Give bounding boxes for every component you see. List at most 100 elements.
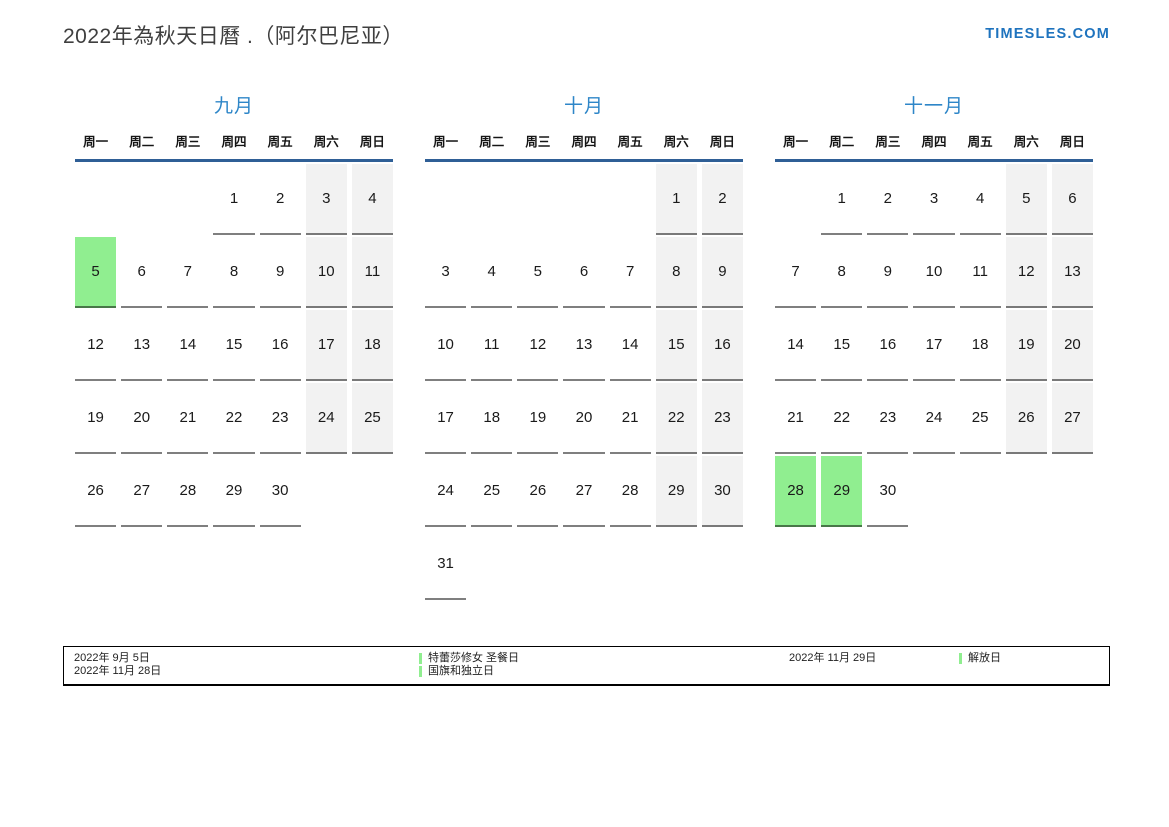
day-number: 8: [672, 263, 681, 280]
day-number: 14: [621, 336, 639, 353]
day-cell: 11: [471, 310, 513, 381]
day-number: 2: [718, 190, 727, 207]
empty-cell: [1006, 456, 1047, 527]
day-number: 25: [364, 409, 381, 426]
empty-cell: [563, 164, 604, 235]
day-number: 6: [1068, 190, 1077, 207]
day-number: 17: [317, 336, 335, 353]
day-cell: 26: [1005, 383, 1047, 454]
day-cell: 9: [701, 237, 743, 308]
empty-cell: [167, 164, 208, 235]
day-number: 16: [714, 336, 731, 353]
day-cell: 20: [1051, 310, 1093, 381]
empty-cell: [960, 456, 1001, 527]
month-rule: [425, 159, 743, 162]
day-number: 30: [879, 482, 897, 499]
weekday-label: 周三: [175, 135, 201, 149]
day-number: 19: [1017, 336, 1035, 353]
day-number: 11: [972, 263, 988, 280]
legend-holiday: 特蕾莎修女 圣餐日: [419, 652, 789, 665]
weekday-label: 周日: [1059, 135, 1085, 149]
day-cell: 1: [655, 164, 697, 235]
day-cell: 9: [867, 237, 909, 308]
day-number: 10: [437, 336, 454, 353]
weekday-label: 周一: [433, 135, 459, 149]
day-number: 5: [1022, 190, 1031, 207]
weekday-label: 周五: [267, 135, 293, 149]
day-number: 3: [929, 190, 939, 207]
empty-cell: [352, 456, 393, 527]
day-number: 9: [883, 263, 893, 280]
day-cell: 27: [1051, 383, 1093, 454]
weekday-label: 周五: [617, 135, 643, 149]
day-cell: 25: [959, 383, 1001, 454]
day-number: 26: [529, 482, 547, 499]
day-number: 2: [275, 190, 285, 207]
day-cell: 14: [775, 310, 817, 381]
legend-date: 2022年 9月 5日: [74, 652, 150, 664]
day-number: 3: [441, 263, 450, 280]
day-cell: 10: [305, 237, 347, 308]
day-number: 10: [925, 263, 943, 280]
day-cell: 19: [517, 383, 559, 454]
empty-cell: [306, 456, 347, 527]
day-cell: 2: [259, 164, 301, 235]
day-number: 15: [833, 336, 851, 353]
day-number: 20: [575, 409, 593, 426]
page-title: 2022年為秋天日曆 .（阿尔巴尼亚）: [63, 25, 404, 48]
empty-cell: [75, 164, 116, 235]
day-cell: 22: [821, 383, 863, 454]
day-number: 16: [271, 336, 289, 353]
month-november: 十一月 周一 周二 周三 周四 周五 周六 周日 1 2 3 4 5 6 7 8 9 10 11 12 13 14 15 16…: [775, 91, 1093, 527]
empty-cell: [471, 529, 512, 600]
day-cell: 5: [1005, 164, 1047, 235]
day-cell: 8: [821, 237, 863, 308]
day-number: 19: [87, 409, 104, 426]
day-cell: 13: [121, 310, 163, 381]
empty-cell: [913, 456, 954, 527]
day-number: 29: [667, 482, 685, 499]
day-cell: 20: [563, 383, 605, 454]
day-cell: 28: [775, 456, 817, 527]
day-cell: 3: [305, 164, 347, 235]
weekday-label: 周六: [313, 135, 339, 149]
empty-cell: [471, 164, 512, 235]
header: 2022年為秋天日曆 .（阿尔巴尼亚） TIMESLES.COM: [0, 0, 1169, 50]
day-number: 1: [672, 190, 681, 207]
month-october: 十月 周一 周二 周三 周四 周五 周六 周日 1 2 3 4 5 6 7 8 9 10 11 12 13 14 15 16 1…: [425, 91, 743, 600]
day-cell: 26: [517, 456, 559, 527]
site-logo[interactable]: TIMESLES.COM: [985, 26, 1110, 42]
day-cell: 16: [867, 310, 909, 381]
day-number: 14: [787, 336, 804, 353]
day-number: 21: [787, 409, 804, 426]
day-cell: 12: [517, 310, 559, 381]
month-title: 十月: [563, 96, 604, 117]
day-number: 20: [133, 409, 151, 426]
day-number: 28: [621, 482, 639, 499]
weekday-label: 周四: [921, 135, 947, 149]
day-number: 14: [179, 336, 197, 353]
day-cell: 4: [959, 164, 1001, 235]
weekday-header-row: 周一 周二 周三 周四 周五 周六 周日: [75, 131, 393, 159]
empty-cell: [656, 529, 697, 600]
day-number: 26: [87, 482, 104, 499]
day-number: 13: [575, 336, 593, 353]
day-cell: 24: [425, 456, 467, 527]
day-number: 29: [225, 482, 243, 499]
holiday-name: 解放日: [968, 652, 1001, 664]
day-number: 26: [1017, 409, 1035, 426]
empty-cell: [517, 164, 558, 235]
month-title: 十一月: [903, 96, 964, 117]
day-cell: 30: [259, 456, 301, 527]
weekday-label: 周六: [663, 135, 689, 149]
day-cell: 17: [425, 383, 467, 454]
day-cell: 15: [213, 310, 255, 381]
day-number: 13: [1064, 263, 1081, 280]
weekday-label: 周三: [525, 135, 551, 149]
day-cell: 14: [609, 310, 651, 381]
weekday-label: 周四: [221, 135, 247, 149]
day-number: 28: [787, 482, 804, 499]
day-number: 12: [1017, 263, 1035, 280]
day-number: 9: [718, 263, 727, 280]
legend-dates-column: 2022年 9月 5日 2022年 11月 28日: [74, 652, 419, 678]
